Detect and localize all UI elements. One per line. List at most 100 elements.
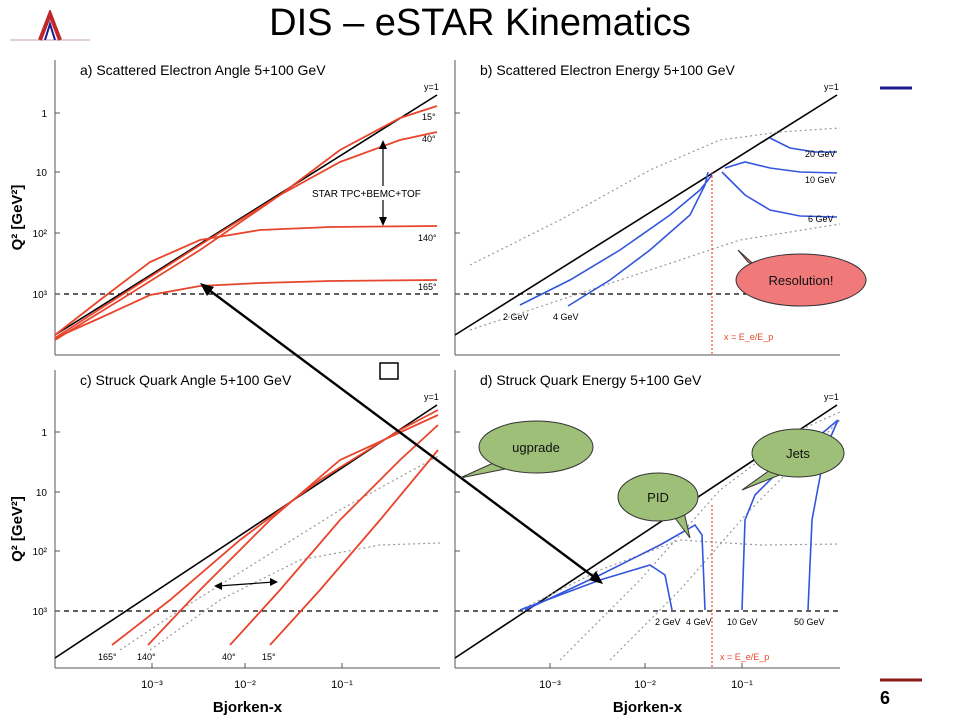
series-label: 50 GeV xyxy=(794,617,825,627)
y-tick-label: 10³ xyxy=(33,290,48,301)
series-label: 10 GeV xyxy=(727,617,758,627)
series-4gev-curve xyxy=(524,523,706,611)
series-label: 140° xyxy=(418,233,437,243)
upgrade-callout: ugprade xyxy=(459,420,594,479)
page-number: 6 xyxy=(880,688,891,708)
series-label: 2 GeV xyxy=(655,617,681,627)
y1-label: y=1 xyxy=(424,392,439,402)
y-tick-label: 10² xyxy=(33,547,48,558)
y1-line xyxy=(54,94,438,336)
y-tick-label: 10 xyxy=(36,168,48,179)
x-ee-ep-label: x = E_e/E_p xyxy=(720,652,769,662)
callout-tail xyxy=(741,469,784,491)
series-label: 140° xyxy=(137,652,156,662)
y-tick-label: 10² xyxy=(33,229,48,240)
panel-title: c) Struck Quark Angle 5+100 GeV xyxy=(80,372,292,388)
slide-title: DIS – eSTAR Kinematics xyxy=(269,2,691,44)
star-detector-annotation: STAR TPC+BEMC+TOF xyxy=(312,189,421,200)
x-axis-label: Bjorken-x xyxy=(213,699,283,716)
series-50gev-curve xyxy=(807,419,839,611)
callout-text: Jets xyxy=(786,446,810,461)
series-label: 4 GeV xyxy=(553,312,579,322)
y-axis-label: Q² [GeV²] xyxy=(9,185,26,251)
kinematic-limit-dotted xyxy=(149,542,441,651)
arrow-head xyxy=(200,283,214,296)
arrow-head xyxy=(214,582,222,590)
series-15-deg-curve xyxy=(54,105,438,341)
y1-label: y=1 xyxy=(824,82,839,92)
series-label: 6 GeV xyxy=(808,214,834,224)
long-arrow-line xyxy=(204,286,599,581)
series-6gev-curve xyxy=(721,171,838,218)
callout-bubble xyxy=(735,253,867,307)
y1-line xyxy=(454,94,838,336)
series-4gev-curve xyxy=(567,171,709,307)
y-tick-label: 10 xyxy=(36,488,48,499)
series-10gev-curve xyxy=(741,419,839,611)
x-tick-label: 10⁻² xyxy=(234,679,256,691)
x-tick-label: 10⁻³ xyxy=(141,679,163,691)
callout-bubble xyxy=(478,420,594,474)
arrow-head xyxy=(379,217,387,226)
series-label: 165° xyxy=(98,652,117,662)
pid-callout: PID xyxy=(617,472,699,539)
kinematic-limit-dotted xyxy=(609,419,841,661)
series-15-deg-curve xyxy=(269,449,439,646)
kinematic-limit-dotted xyxy=(119,454,441,651)
series-label: 4 GeV xyxy=(686,617,712,627)
series-40-deg-curve xyxy=(229,424,439,646)
arrow-head xyxy=(379,140,387,149)
y1-line xyxy=(454,404,838,659)
callout-bubble xyxy=(751,428,845,478)
series-165-deg-curve xyxy=(111,409,439,646)
x-tick-label: 10⁻² xyxy=(634,679,656,691)
panel-title: a) Scattered Electron Angle 5+100 GeV xyxy=(80,62,326,78)
series-label: 15° xyxy=(262,652,276,662)
arrow-head xyxy=(589,571,603,584)
series-2gev-curve xyxy=(519,564,673,611)
callout-tail xyxy=(459,459,517,479)
series-label: 165° xyxy=(418,282,437,292)
callout-tail xyxy=(737,249,761,271)
x-tick-label: 10⁻³ xyxy=(539,679,561,691)
x-axis-label: Bjorken-x xyxy=(613,699,683,716)
y-tick-label: 10³ xyxy=(33,607,48,618)
series-20gev-curve xyxy=(769,137,837,153)
callout-text: Resolution! xyxy=(768,273,833,288)
series-40-deg-curve xyxy=(54,131,438,339)
series-label: 40° xyxy=(222,652,236,662)
resolution-callout: Resolution! xyxy=(735,249,867,307)
star-logo xyxy=(10,10,90,41)
callout-bubble xyxy=(617,472,699,522)
series-140-deg-curve xyxy=(54,225,438,336)
series-label: 20 GeV xyxy=(805,149,836,159)
jets-callout: Jets xyxy=(741,428,845,491)
series-label: 2 GeV xyxy=(503,312,529,322)
series-165-deg-curve xyxy=(54,279,438,339)
series-140-deg-curve xyxy=(147,414,439,646)
placeholder-square xyxy=(379,362,399,380)
kinematic-limit-dotted xyxy=(519,539,841,611)
kinematic-limit-dotted xyxy=(469,127,841,266)
kinematic-limit-dotted xyxy=(469,223,841,331)
series-2gev-curve xyxy=(519,174,713,306)
x-ee-ep-label: x = E_e/E_p xyxy=(724,332,773,342)
x-tick-label: 10⁻¹ xyxy=(331,679,353,691)
kinematic-limit-dotted xyxy=(559,411,841,661)
y-axis-label: Q² [GeV²] xyxy=(9,496,26,562)
panel-title: d) Struck Quark Energy 5+100 GeV xyxy=(480,372,702,388)
callout-text: ugprade xyxy=(512,440,560,455)
callout-tail xyxy=(671,511,691,539)
y-tick-label: 1 xyxy=(41,109,47,120)
panel-title: b) Scattered Electron Energy 5+100 GeV xyxy=(480,62,736,78)
series-label: 10 GeV xyxy=(805,175,836,185)
resolution-arrow xyxy=(217,581,275,587)
annotation-bg xyxy=(310,186,442,200)
y1-label: y=1 xyxy=(824,392,839,402)
arrow-head xyxy=(270,578,278,586)
series-10gev-curve xyxy=(724,161,838,174)
series-label: 15° xyxy=(422,112,436,122)
y1-label: y=1 xyxy=(424,82,439,92)
